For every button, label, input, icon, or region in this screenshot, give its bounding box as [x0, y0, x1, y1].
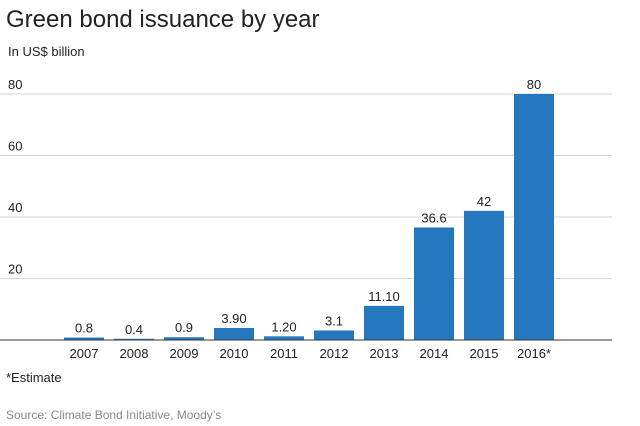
x-tick-label: 2007	[70, 346, 99, 361]
chart-subtitle: In US$ billion	[8, 44, 85, 59]
y-tick-label: 80	[8, 77, 22, 92]
x-tick-label: 2013	[370, 346, 399, 361]
data-label: 0.4	[125, 322, 143, 337]
x-tick-label: 2015	[470, 346, 499, 361]
x-tick-label: 2012	[320, 346, 349, 361]
chart-title: Green bond issuance by year	[6, 6, 320, 33]
footnote: *Estimate	[6, 370, 62, 385]
x-tick-label: 2011	[270, 346, 298, 361]
bar-2013	[364, 305, 404, 340]
y-axis-ticks: 20 40 60 80	[8, 77, 22, 277]
bar-2009	[164, 337, 204, 340]
source-note: Source: Climate Bond Initiative, Moody’s	[6, 408, 222, 422]
x-tick-label: 2009	[170, 346, 199, 361]
data-label: 0.9	[175, 320, 193, 335]
data-label: 36.6	[421, 210, 446, 225]
data-label: 80	[527, 77, 541, 92]
data-label: 11.10	[368, 289, 400, 304]
bar-2014	[414, 227, 454, 340]
y-tick-label: 60	[8, 139, 22, 154]
bar-2007	[64, 337, 104, 340]
data-labels: 0.8 0.4 0.9 3.90 1.20 3.1 11.10 36.6 42 80	[75, 77, 541, 337]
bar-2012	[314, 330, 354, 340]
y-tick-label: 40	[8, 200, 22, 215]
bar-2010	[214, 328, 254, 340]
data-label: 1.20	[271, 319, 296, 334]
data-label: 3.1	[325, 313, 343, 328]
data-label: 42	[477, 194, 491, 209]
x-tick-label: 2010	[220, 346, 249, 361]
data-label: 0.8	[75, 321, 93, 336]
bar-2008	[114, 338, 154, 340]
gridlines	[0, 93, 612, 279]
x-tick-label: 2014	[420, 346, 449, 361]
data-label: 3.90	[221, 311, 246, 326]
x-axis-ticks: 2007 2008 2009 2010 2011 2012 2013 2014 2015 2016…	[70, 346, 551, 361]
y-tick-label: 20	[8, 262, 22, 277]
bar-2016	[514, 94, 554, 340]
x-tick-label: 2016*	[517, 346, 551, 361]
bars	[64, 94, 554, 340]
bar-2011	[264, 336, 304, 340]
bar-2015	[464, 210, 504, 340]
x-tick-label: 2008	[120, 346, 149, 361]
